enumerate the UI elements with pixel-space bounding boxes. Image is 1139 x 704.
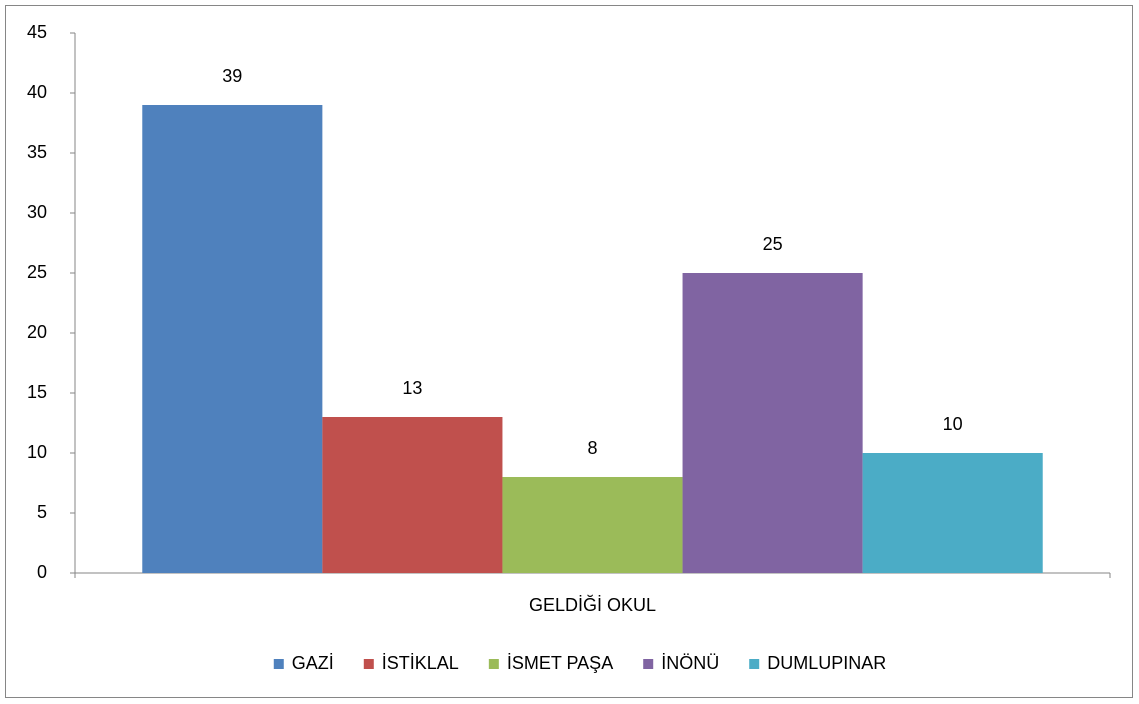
x-tick-label: GELDİĞİ OKUL <box>529 594 656 615</box>
data-label: 25 <box>763 234 783 254</box>
y-tick-label: 40 <box>27 82 47 102</box>
legend-swatch <box>749 659 760 669</box>
y-tick-label: 5 <box>37 502 47 522</box>
y-tick-label: 25 <box>27 262 47 282</box>
bar <box>322 417 503 573</box>
bar <box>682 273 863 573</box>
y-tick-label: 10 <box>27 442 47 462</box>
bar <box>862 453 1043 573</box>
data-label: 39 <box>222 66 242 86</box>
legend-swatch <box>488 659 499 669</box>
legend-swatch <box>273 659 284 669</box>
y-tick-label: 15 <box>27 382 47 402</box>
data-label: 10 <box>943 414 963 434</box>
legend-swatch <box>363 659 374 669</box>
legend-label: İSMET PAŞA <box>507 653 613 673</box>
y-tick-label: 45 <box>27 22 47 42</box>
data-label: 13 <box>402 378 422 398</box>
data-label: 8 <box>587 438 597 458</box>
y-tick-label: 20 <box>27 322 47 342</box>
legend-label: GAZİ <box>292 653 334 673</box>
legend-label: İNÖNÜ <box>661 653 719 673</box>
legend-label: İSTİKLAL <box>382 653 459 673</box>
y-tick-label: 35 <box>27 142 47 162</box>
legend-label: DUMLUPINAR <box>767 653 886 673</box>
bar <box>142 105 323 573</box>
y-tick-label: 0 <box>37 562 47 582</box>
y-tick-label: 30 <box>27 202 47 222</box>
bar <box>502 477 683 573</box>
legend-swatch <box>643 659 654 669</box>
